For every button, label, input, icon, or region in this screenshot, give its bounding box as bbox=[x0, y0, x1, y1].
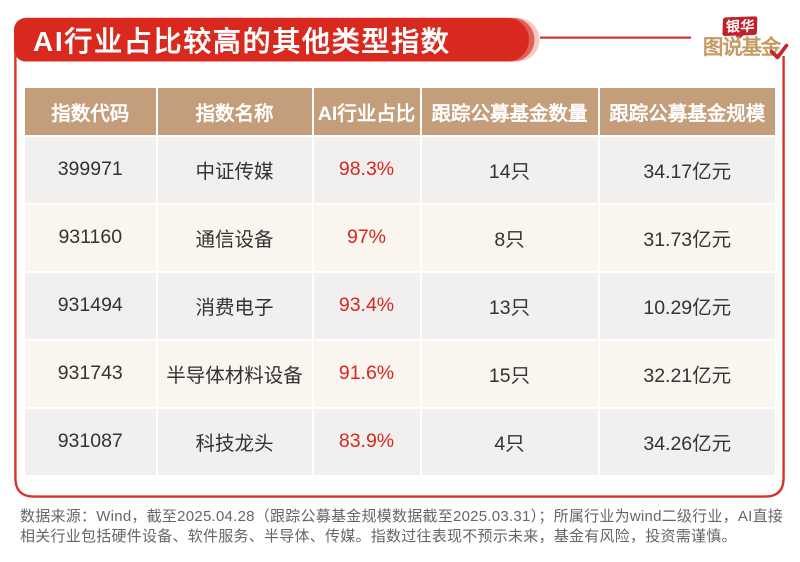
svg-text:银华: 银华 bbox=[726, 18, 756, 35]
svg-text:图说基金: 图说基金 bbox=[703, 35, 782, 59]
